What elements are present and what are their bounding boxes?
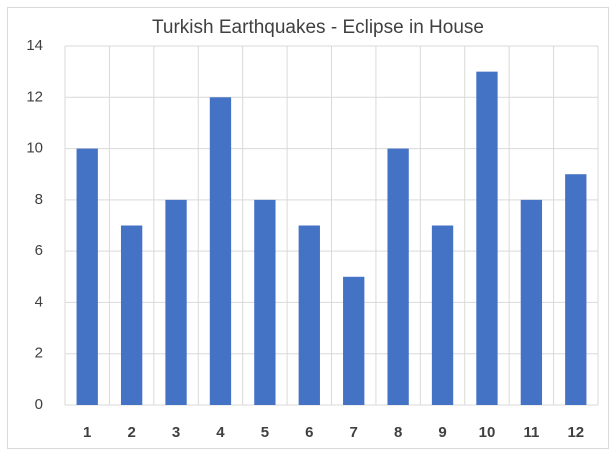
bar: [120, 225, 143, 405]
x-tick-label: 3: [172, 424, 180, 441]
bar: [76, 148, 98, 406]
x-tick-label: 11: [523, 424, 539, 441]
bar: [254, 199, 276, 405]
x-tick-label: 1: [83, 424, 91, 441]
y-tick-label: 0: [35, 396, 43, 413]
x-tick-label: 8: [394, 424, 402, 441]
bar: [387, 148, 409, 406]
bar: [298, 225, 320, 405]
x-tick-label: 2: [127, 424, 135, 441]
bar: [565, 174, 587, 405]
y-tick-label: 10: [26, 140, 43, 157]
y-tick-label: 12: [26, 88, 43, 105]
x-tick-label: 12: [567, 424, 584, 441]
y-tick-label: 14: [26, 37, 43, 54]
x-tick-label: 9: [438, 424, 446, 441]
y-tick-label: 2: [35, 345, 43, 362]
x-tick-label: 4: [216, 424, 225, 441]
y-tick-label: 8: [35, 191, 43, 208]
chart-title: Turkish Earthquakes - Eclipse in House: [152, 17, 484, 38]
bar: [165, 199, 187, 405]
bar: [520, 199, 543, 405]
bar: [431, 225, 454, 405]
x-tick-label: 10: [479, 424, 496, 441]
bar: [343, 276, 365, 405]
bar: [476, 71, 498, 406]
y-tick-label: 4: [35, 293, 43, 310]
y-tick-label: 6: [35, 242, 43, 259]
x-tick-label: 6: [305, 424, 313, 441]
x-tick-label: 7: [350, 424, 358, 441]
bar: [209, 97, 232, 406]
x-tick-label: 5: [261, 424, 269, 441]
